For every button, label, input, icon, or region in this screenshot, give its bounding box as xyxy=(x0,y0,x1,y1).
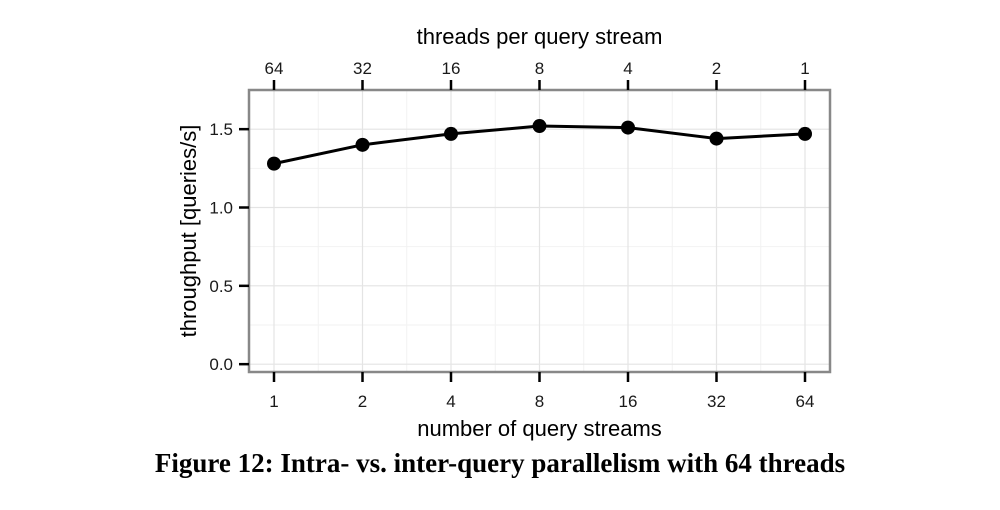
top-x-tick-label: 64 xyxy=(265,59,284,78)
x-tick-label: 8 xyxy=(535,392,544,411)
data-point xyxy=(798,126,812,141)
top-x-tick-label: 4 xyxy=(623,59,632,78)
top-x-tick-label: 8 xyxy=(535,59,544,78)
data-point xyxy=(444,126,458,141)
x-tick-label: 1 xyxy=(269,392,278,411)
x-tick-label: 64 xyxy=(796,392,815,411)
y-tick-label: 0.5 xyxy=(209,277,233,296)
x-tick-label: 4 xyxy=(446,392,455,411)
x-tick-label: 16 xyxy=(619,392,638,411)
data-point xyxy=(355,137,370,152)
y-tick-label: 0.0 xyxy=(209,355,233,374)
y-tick-label: 1.5 xyxy=(209,120,233,139)
axes: 1 2 4 8 16 32 64 64 32 16 8 4 2 1 0.0 0.5 1.0 1.5 xyxy=(209,59,814,411)
top-x-tick-label: 2 xyxy=(712,59,721,78)
top-axis-title: threads per query stream xyxy=(417,24,663,49)
x-tick-label: 2 xyxy=(358,392,367,411)
throughput-chart: 1 2 4 8 16 32 64 64 32 16 8 4 2 1 0.0 0.5 1.0 1.5 threads… xyxy=(176,24,832,441)
x-tick-label: 32 xyxy=(707,392,726,411)
x-axis-title: number of query streams xyxy=(417,416,662,441)
data-point xyxy=(709,131,724,146)
top-x-tick-label: 1 xyxy=(800,59,809,78)
y-axis-title: throughput [queries/s] xyxy=(176,125,201,338)
series-layer xyxy=(267,119,812,171)
data-point xyxy=(621,120,635,135)
y-tick-label: 1.0 xyxy=(209,199,233,218)
figure-caption: Figure 12: Intra- vs. inter-query parall… xyxy=(154,448,846,478)
data-point xyxy=(532,119,547,134)
top-x-tick-label: 16 xyxy=(442,59,461,78)
top-x-tick-label: 32 xyxy=(353,59,372,78)
data-point xyxy=(267,156,281,171)
